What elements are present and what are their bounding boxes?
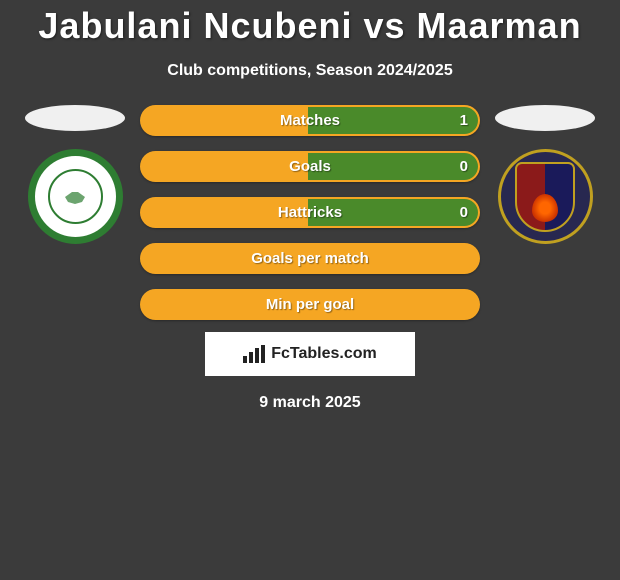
stat-label: Hattricks [278,204,342,221]
right-club-badge [498,149,593,244]
stat-bar: Min per goal [140,289,480,320]
handshake-icon [60,182,90,212]
watermark-text: FcTables.com [243,345,377,363]
comparison-area: Matches 1 Goals 0 Hattricks 0 Goals per match M… [0,105,620,320]
watermark-box[interactable]: FcTables.com [205,332,415,376]
flame-icon [532,194,558,222]
chippa-shield-icon [515,162,575,232]
watermark-label: FcTables.com [271,345,377,363]
subtitle: Club competitions, Season 2024/2025 [167,62,452,80]
right-player-column [490,105,600,244]
left-player-avatar [25,105,125,131]
stat-value-right: 0 [460,204,468,221]
left-club-badge [28,149,123,244]
main-container: Jabulani Ncubeni vs Maarman Club competi… [0,0,620,412]
stat-bar: Goals per match [140,243,480,274]
celtic-badge-icon [48,169,103,224]
left-player-column [20,105,130,244]
right-player-avatar [495,105,595,131]
stat-bar: Hattricks 0 [140,197,480,228]
stats-column: Matches 1 Goals 0 Hattricks 0 Goals per match M… [140,105,480,320]
date-text: 9 march 2025 [259,394,360,412]
stat-value-right: 0 [460,158,468,175]
stat-fill-right [308,153,478,180]
stat-label: Min per goal [266,296,354,313]
page-title: Jabulani Ncubeni vs Maarman [38,5,581,47]
stat-label: Goals [289,158,331,175]
stat-bar: Matches 1 [140,105,480,136]
chart-icon [243,345,265,363]
stat-label: Matches [280,112,340,129]
stat-bar: Goals 0 [140,151,480,182]
stat-label: Goals per match [251,250,369,267]
stat-value-right: 1 [460,112,468,129]
